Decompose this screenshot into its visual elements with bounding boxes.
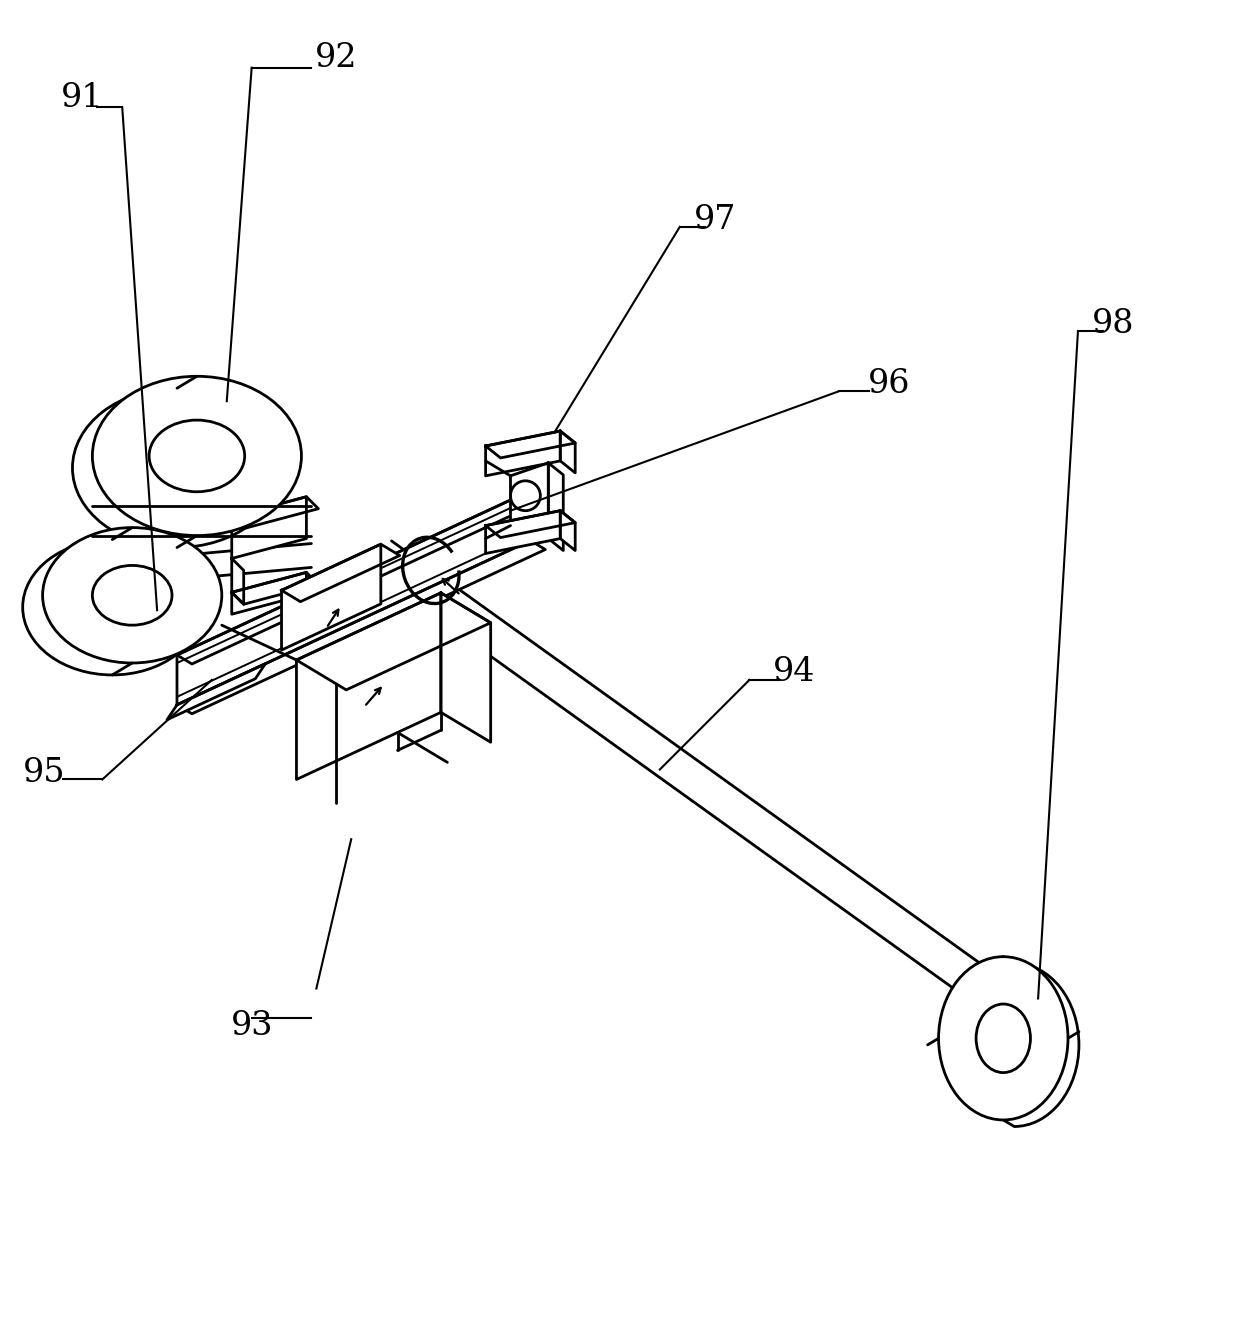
Polygon shape [560, 432, 575, 473]
Polygon shape [548, 463, 563, 551]
Polygon shape [177, 491, 546, 665]
Polygon shape [441, 593, 491, 743]
Text: 97: 97 [693, 204, 735, 236]
Text: 94: 94 [773, 655, 816, 688]
Polygon shape [167, 663, 265, 720]
Ellipse shape [42, 527, 222, 663]
Text: 93: 93 [231, 1010, 273, 1042]
Text: 92: 92 [315, 42, 357, 74]
Polygon shape [281, 544, 381, 650]
Polygon shape [232, 572, 319, 604]
Ellipse shape [149, 420, 244, 491]
Polygon shape [177, 540, 546, 714]
Ellipse shape [939, 957, 1068, 1120]
Ellipse shape [92, 565, 172, 625]
Polygon shape [232, 572, 306, 614]
Polygon shape [232, 559, 244, 604]
Polygon shape [486, 432, 560, 475]
Polygon shape [560, 511, 575, 551]
Polygon shape [296, 593, 491, 690]
Polygon shape [486, 511, 575, 538]
Text: 98: 98 [1091, 307, 1135, 339]
Polygon shape [177, 491, 531, 704]
Polygon shape [296, 593, 441, 780]
Polygon shape [232, 496, 306, 559]
Text: 96: 96 [868, 368, 910, 400]
Text: 95: 95 [24, 756, 66, 789]
Polygon shape [486, 511, 560, 553]
Polygon shape [511, 463, 548, 539]
Polygon shape [486, 432, 575, 458]
Polygon shape [281, 544, 399, 601]
Polygon shape [232, 496, 319, 528]
Text: 91: 91 [61, 82, 104, 114]
Ellipse shape [92, 376, 301, 536]
